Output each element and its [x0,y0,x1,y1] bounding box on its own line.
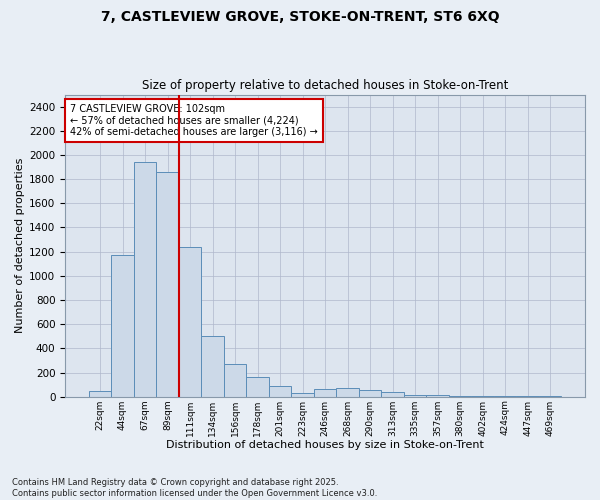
Bar [269,386,292,396]
Bar [156,172,179,396]
Bar [359,390,382,396]
Text: 7, CASTLEVIEW GROVE, STOKE-ON-TRENT, ST6 6XQ: 7, CASTLEVIEW GROVE, STOKE-ON-TRENT, ST6… [101,10,499,24]
Bar [179,247,201,396]
Bar [337,388,359,396]
Y-axis label: Number of detached properties: Number of detached properties [15,158,25,334]
Title: Size of property relative to detached houses in Stoke-on-Trent: Size of property relative to detached ho… [142,79,508,92]
Bar [89,390,111,396]
Bar [111,254,134,396]
Bar [134,162,156,396]
X-axis label: Distribution of detached houses by size in Stoke-on-Trent: Distribution of detached houses by size … [166,440,484,450]
Text: 7 CASTLEVIEW GROVE: 102sqm
← 57% of detached houses are smaller (4,224)
42% of s: 7 CASTLEVIEW GROVE: 102sqm ← 57% of deta… [70,104,318,137]
Bar [314,389,337,396]
Bar [382,392,404,396]
Bar [247,378,269,396]
Bar [201,336,224,396]
Text: Contains HM Land Registry data © Crown copyright and database right 2025.
Contai: Contains HM Land Registry data © Crown c… [12,478,377,498]
Bar [224,364,247,396]
Bar [292,393,314,396]
